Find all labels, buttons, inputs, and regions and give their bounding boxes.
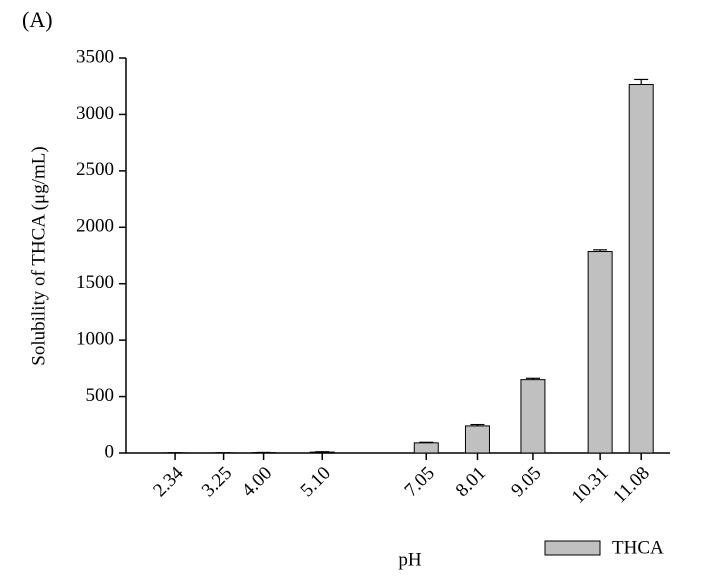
panel-label: (A) [22, 7, 53, 32]
x-tick-label: 10.31 [568, 463, 613, 508]
x-tick-label: 8.01 [452, 463, 490, 501]
y-tick-label: 3000 [76, 103, 114, 124]
bar [628, 84, 654, 454]
x-tick-label: 5.10 [297, 463, 335, 501]
y-axis-label: Solubility of THCA (μg/mL) [28, 146, 49, 365]
x-axis-label: pH [398, 549, 422, 570]
x-tick-label: 7.05 [401, 463, 439, 501]
bar [520, 379, 546, 454]
x-tick-label: 9.05 [507, 463, 545, 501]
y-tick-label: 1000 [76, 329, 114, 350]
y-tick-label: 2000 [76, 216, 114, 237]
bar [413, 442, 439, 454]
bar [464, 425, 490, 454]
y-tick-label: 500 [86, 385, 115, 406]
bar [587, 251, 613, 454]
y-tick-label: 1500 [76, 272, 114, 293]
legend-swatch [544, 540, 601, 556]
bar [309, 451, 335, 454]
x-tick-label: 2.34 [149, 462, 188, 501]
x-tick-label: 4.00 [238, 463, 276, 501]
y-tick-label: 3500 [76, 46, 114, 67]
x-tick-label: 11.08 [609, 463, 654, 508]
x-tick-label: 3.25 [198, 463, 236, 501]
y-tick-label: 0 [105, 441, 115, 462]
y-tick-label: 2500 [76, 159, 114, 180]
legend-label: THCA [612, 537, 664, 558]
